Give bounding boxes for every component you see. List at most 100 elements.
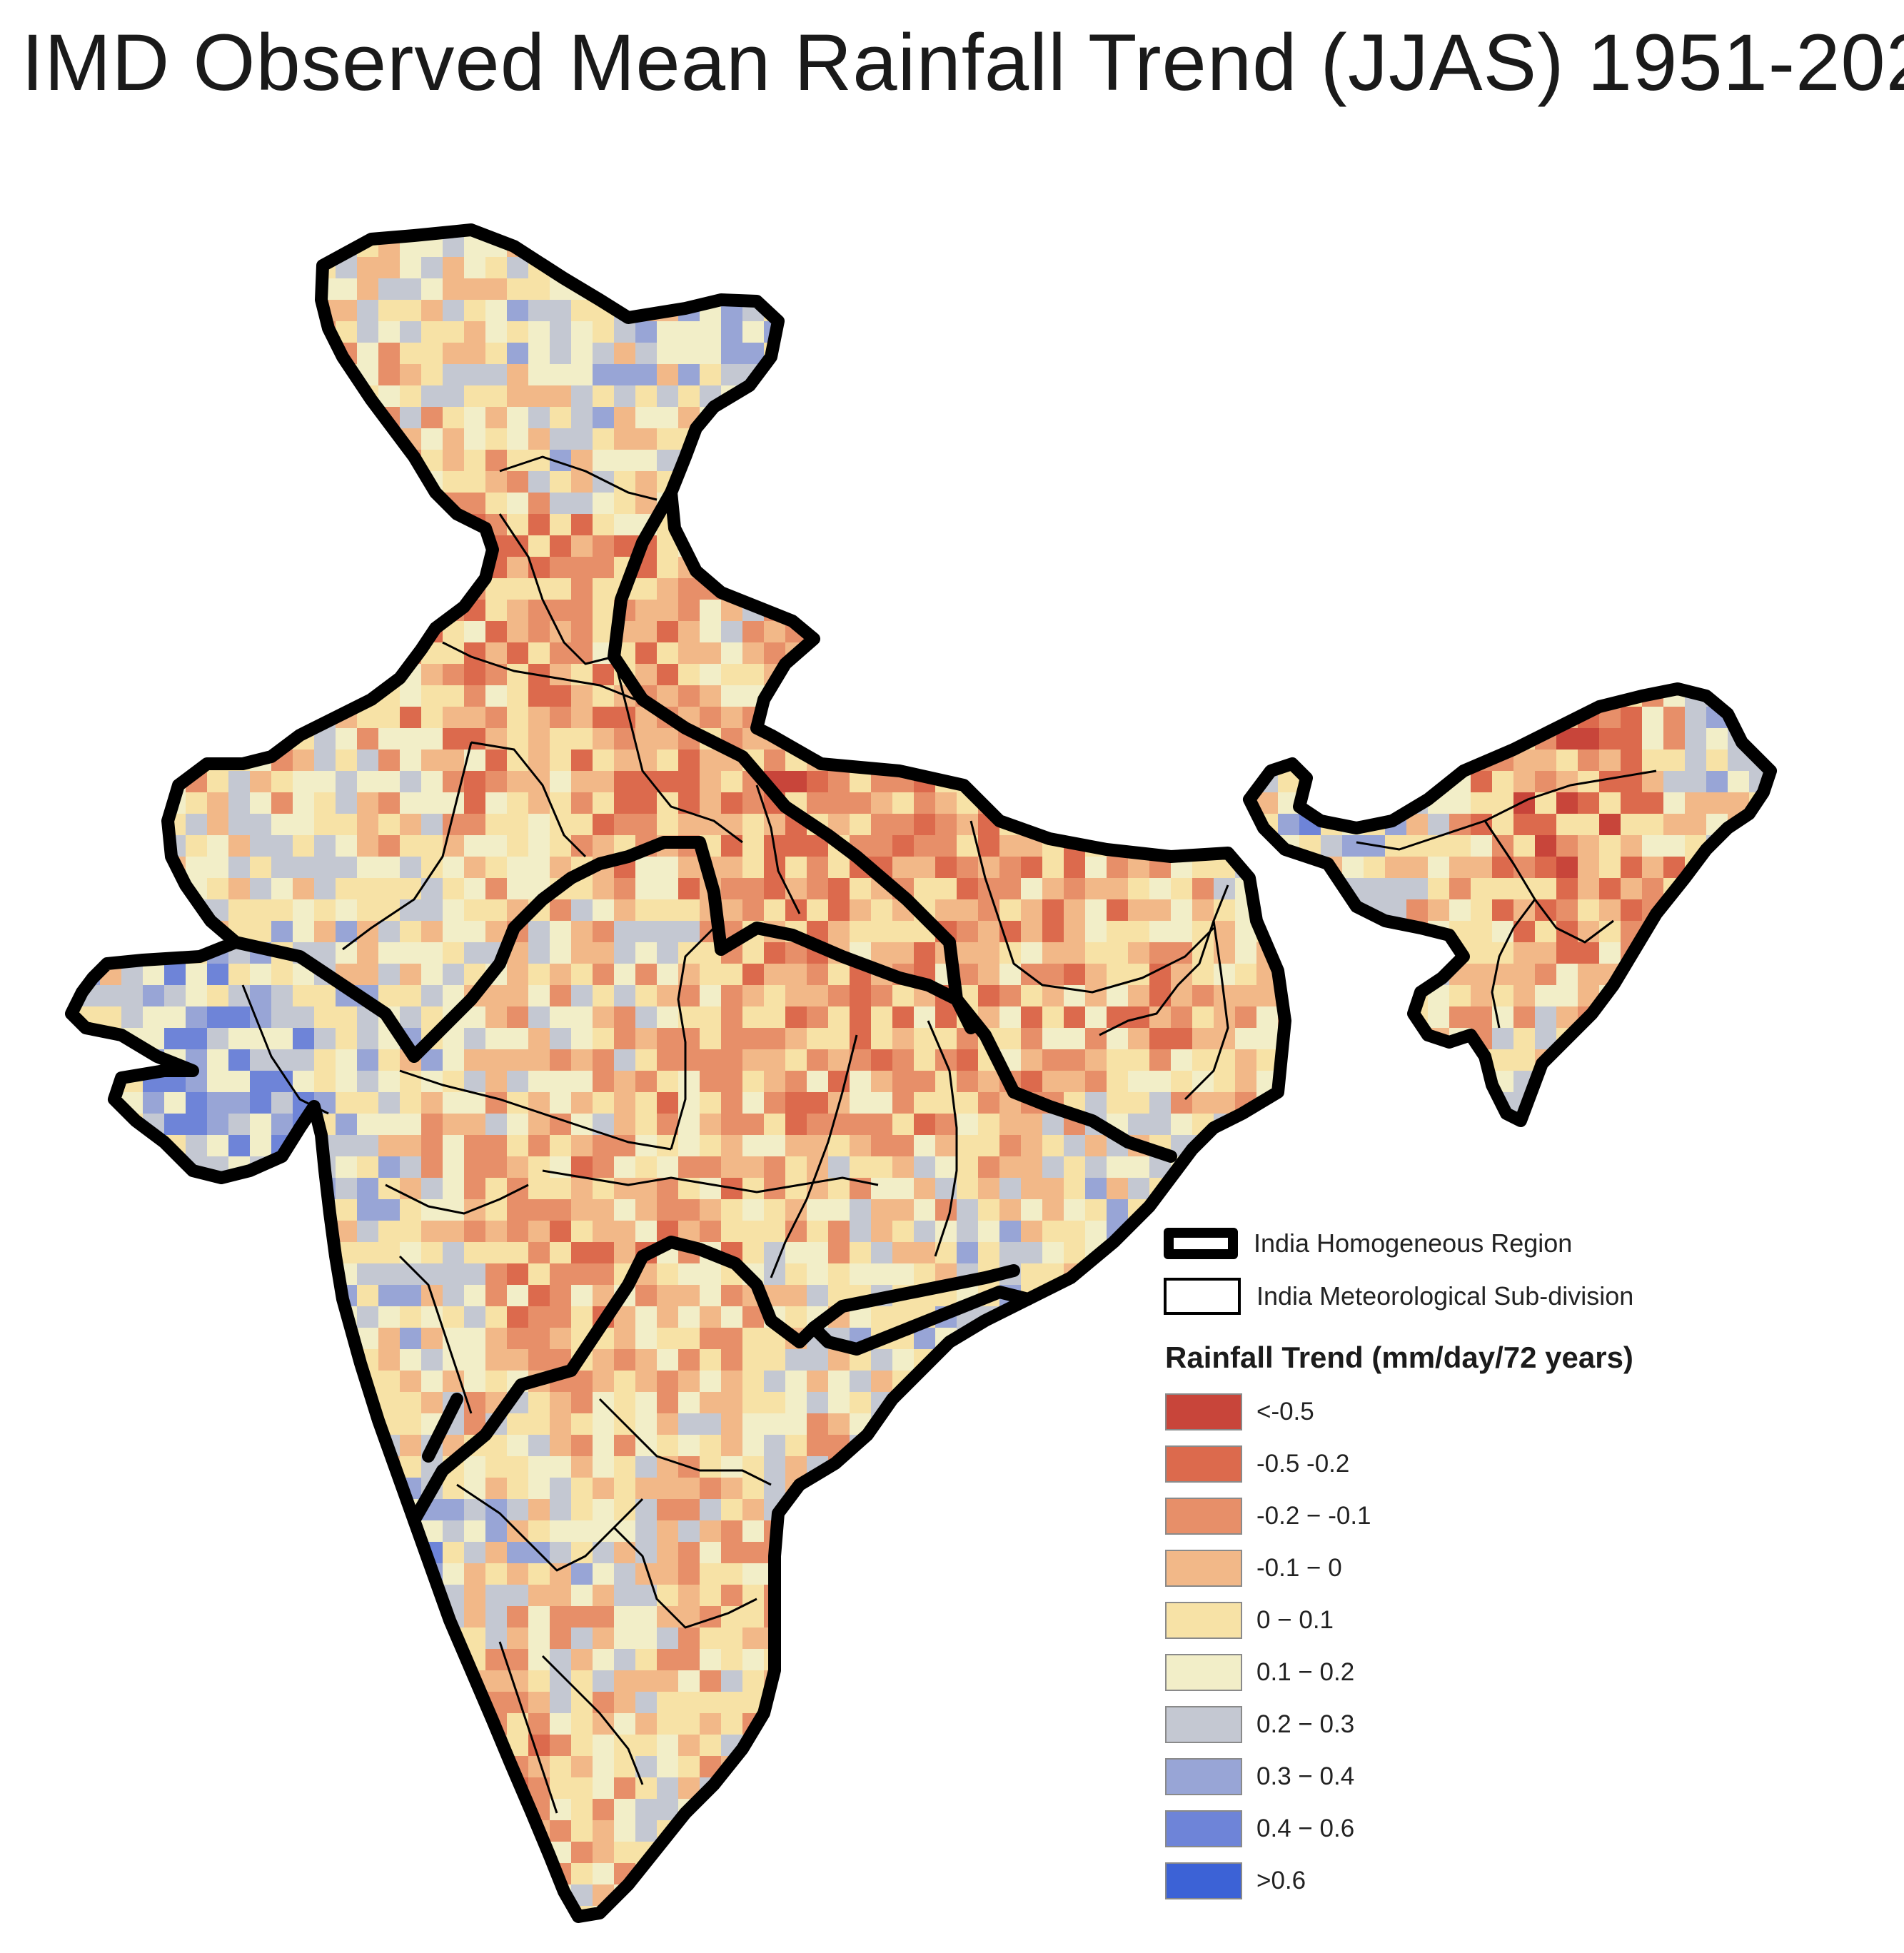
grid-cell [1042, 899, 1064, 922]
grid-cell [550, 1413, 572, 1435]
grid-cell [71, 685, 79, 707]
grid-cell [1492, 621, 1514, 643]
grid-cell [1599, 535, 1621, 557]
grid-cell [1706, 343, 1728, 365]
grid-cell [400, 707, 422, 729]
grid-cell [143, 664, 165, 686]
grid-cell [1749, 1028, 1770, 1050]
grid-cell [1728, 300, 1750, 322]
grid-cell [1364, 942, 1386, 964]
grid-cell [850, 771, 872, 793]
grid-cell [207, 1199, 229, 1221]
grid-cell [1278, 514, 1300, 536]
grid-cell [1321, 300, 1343, 322]
grid-cell [550, 728, 572, 750]
grid-cell [79, 921, 101, 943]
grid-cell [1621, 728, 1643, 750]
grid-cell [635, 857, 658, 879]
grid-cell [1535, 428, 1557, 450]
grid-cell [828, 600, 850, 622]
grid-cell [143, 300, 165, 322]
grid-cell [1406, 257, 1429, 279]
grid-cell [828, 471, 850, 493]
grid-cell [1085, 942, 1107, 964]
grid-cell [100, 621, 122, 643]
grid-cell [571, 1049, 593, 1071]
grid-cell [1449, 685, 1471, 707]
grid-cell [742, 1435, 765, 1457]
grid-cell [764, 450, 786, 472]
grid-cell [850, 1456, 872, 1478]
grid-cell [978, 728, 1000, 750]
grid-cell [1342, 1071, 1364, 1093]
grid-cell [785, 899, 807, 922]
grid-cell [443, 278, 465, 301]
grid-cell [1706, 600, 1728, 622]
grid-cell [1107, 450, 1129, 472]
grid-cell [1621, 493, 1643, 515]
grid-cell [1728, 1028, 1750, 1050]
grid-cell [336, 278, 358, 301]
grid-cell [1171, 899, 1193, 922]
grid-cell [400, 578, 422, 600]
grid-cell [871, 600, 893, 622]
grid-cell [485, 1349, 508, 1371]
grid-cell [164, 1221, 186, 1243]
grid-cell [978, 685, 1000, 707]
grid-cell [357, 1456, 379, 1478]
grid-cell [978, 428, 1000, 450]
grid-cell [871, 300, 893, 322]
grid-cell [1428, 642, 1450, 665]
grid-cell [1107, 1285, 1129, 1307]
grid-cell [957, 707, 979, 729]
grid-cell [593, 557, 615, 579]
grid-cell [1085, 278, 1107, 301]
grid-cell [1663, 514, 1686, 536]
grid-cell [978, 535, 1000, 557]
grid-cell [1406, 899, 1429, 922]
grid-cell [100, 792, 122, 814]
grid-cell [1449, 878, 1471, 900]
grid-cell [1492, 407, 1514, 429]
grid-cell [657, 1349, 679, 1371]
grid-cell [1770, 1049, 1793, 1071]
grid-cell [1385, 471, 1407, 493]
grid-cell [79, 471, 101, 493]
grid-cell [100, 428, 122, 450]
grid-cell [1171, 535, 1193, 557]
grid-cell [1449, 428, 1471, 450]
grid-cell [957, 257, 979, 279]
grid-cell [1042, 642, 1064, 665]
grid-cell [378, 493, 401, 515]
grid-cell [1685, 707, 1707, 729]
grid-cell [71, 1285, 79, 1307]
grid-cell [635, 343, 658, 365]
grid-cell [1449, 664, 1471, 686]
grid-cell [271, 878, 293, 900]
grid-cell [571, 1435, 593, 1457]
grid-cell [999, 1413, 1022, 1435]
grid-cell [550, 1285, 572, 1307]
grid-cell [1256, 385, 1279, 408]
grid-cell [721, 835, 743, 857]
grid-cell [1535, 685, 1557, 707]
grid-cell [1428, 471, 1450, 493]
grid-cell [1021, 921, 1043, 943]
grid-cell [271, 707, 293, 729]
grid-cell [678, 1049, 700, 1071]
grid-cell [485, 1306, 508, 1328]
grid-cell [485, 1006, 508, 1029]
grid-cell [999, 1371, 1022, 1393]
grid-cell [250, 471, 272, 493]
grid-cell [700, 1092, 722, 1114]
grid-cell [807, 1413, 829, 1435]
grid-cell [1235, 1006, 1257, 1029]
grid-cell [1599, 493, 1621, 515]
grid-cell [293, 685, 315, 707]
grid-cell [1128, 1049, 1150, 1071]
grid-cell [1728, 535, 1750, 557]
grid-cell [79, 1435, 101, 1457]
grid-cell [378, 921, 401, 943]
grid-cell [657, 1392, 679, 1414]
grid-cell [164, 664, 186, 686]
